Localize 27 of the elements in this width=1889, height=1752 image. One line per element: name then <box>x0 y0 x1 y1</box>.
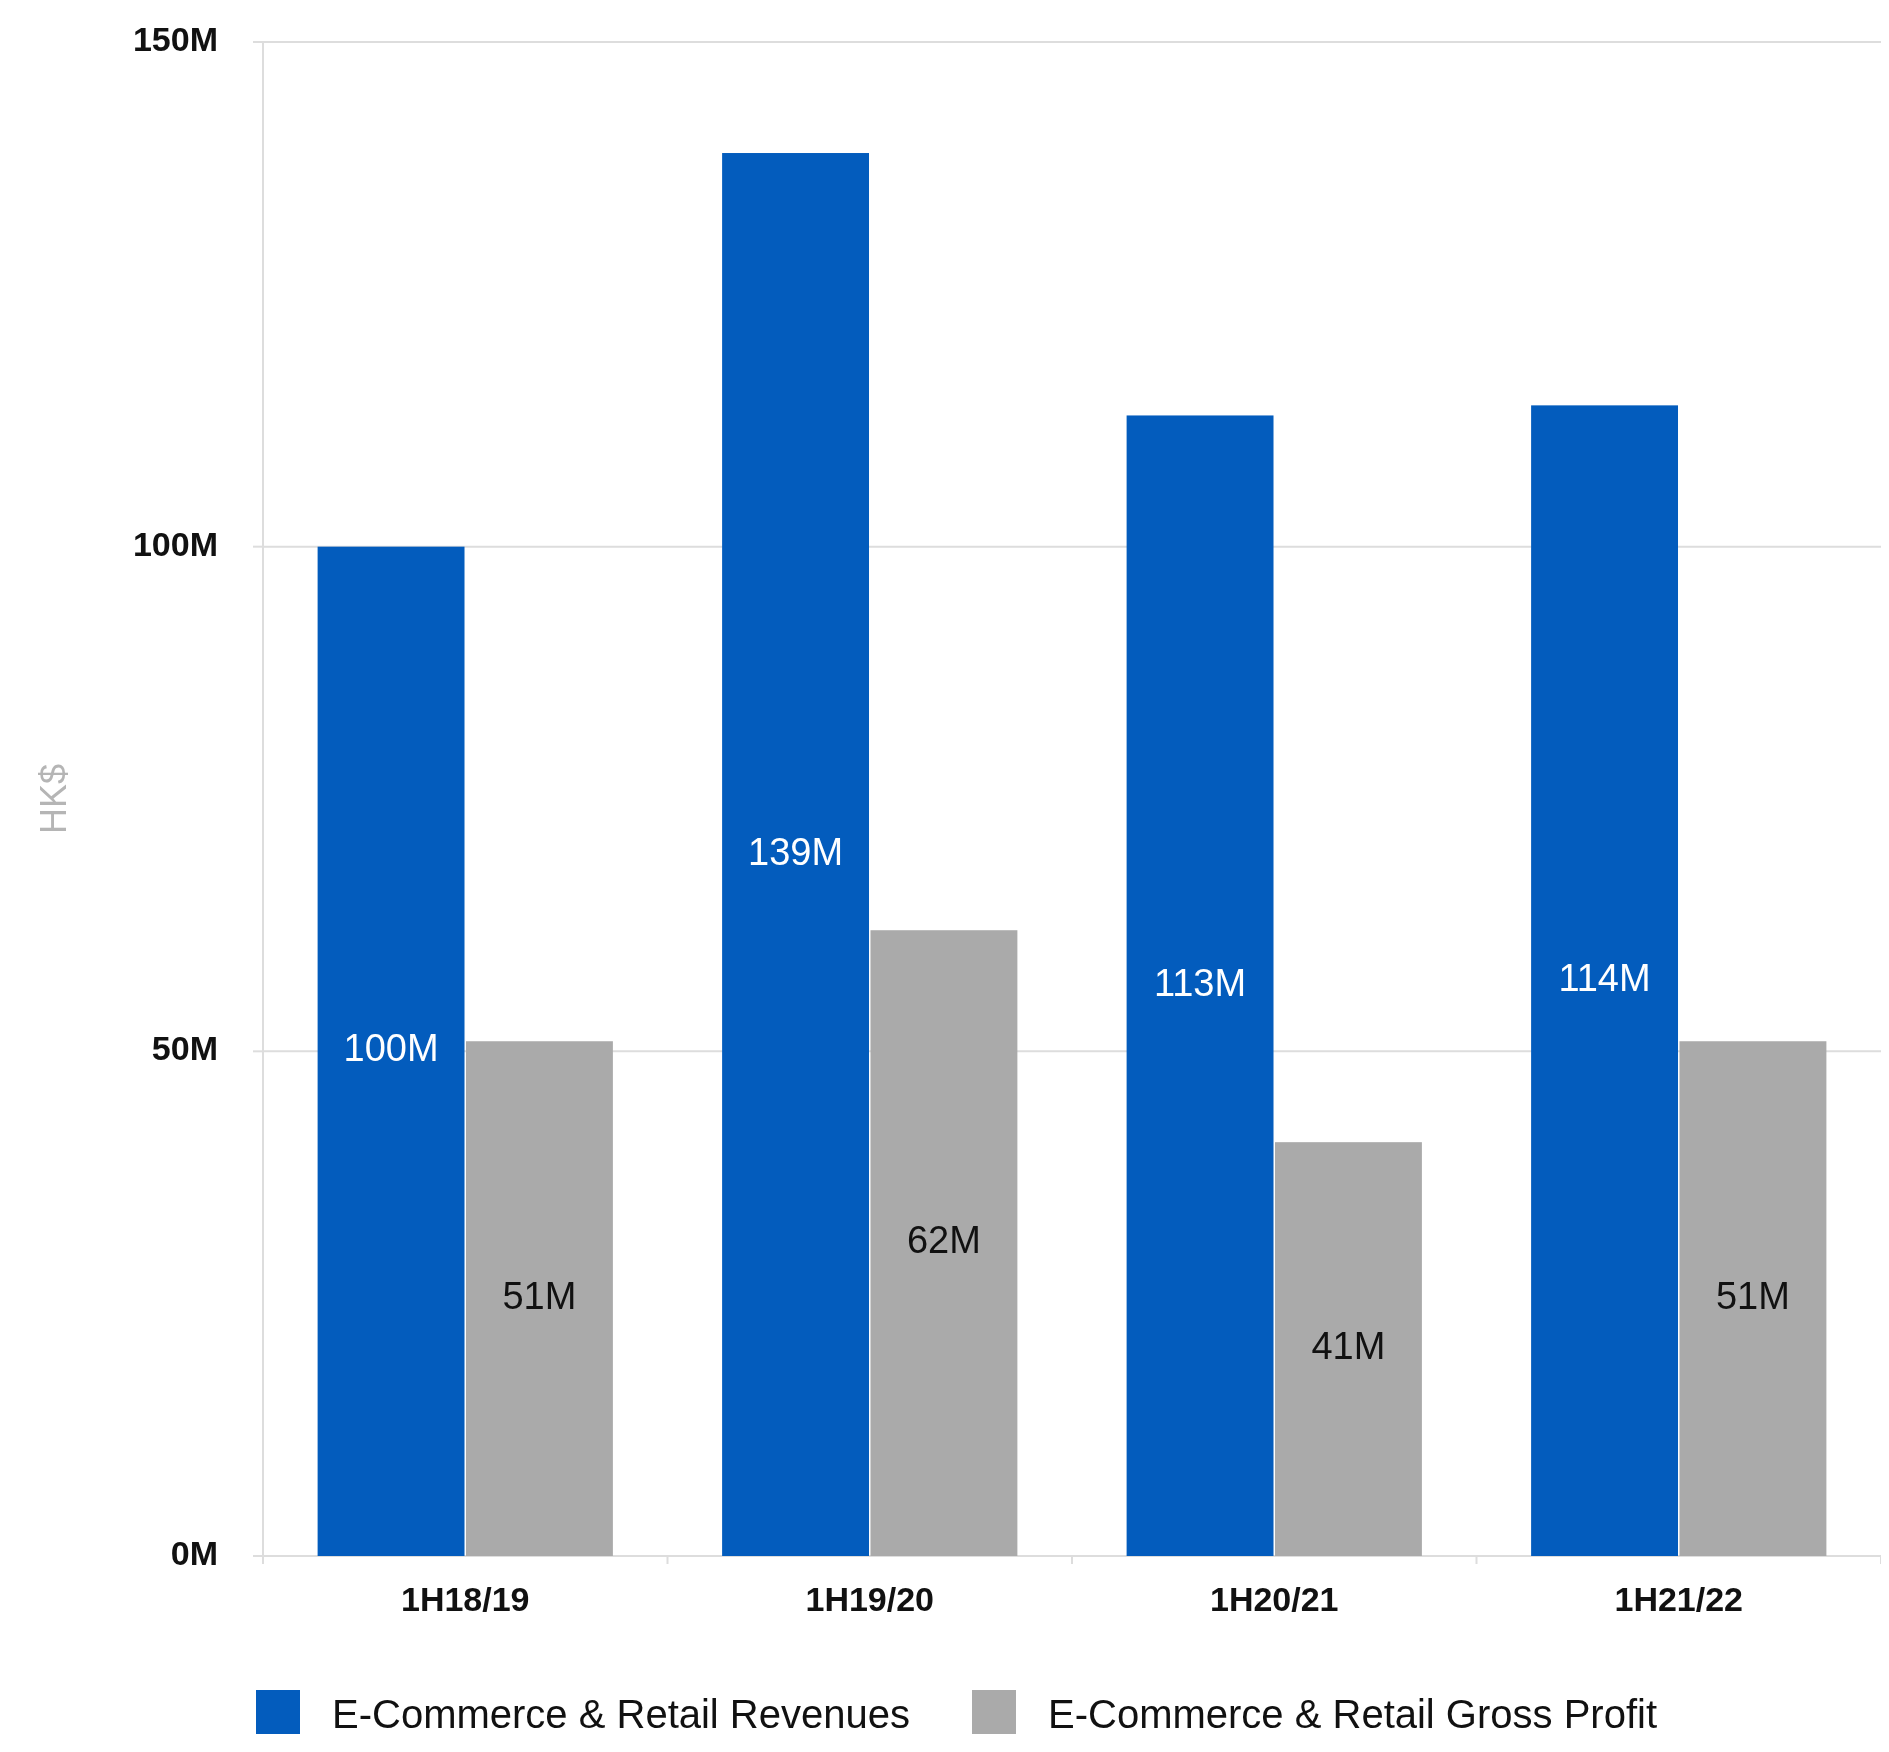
legend-label: E-Commerce & Retail Revenues <box>332 1692 910 1736</box>
x-tick-label: 1H21/22 <box>1614 1580 1744 1618</box>
bar <box>870 930 1018 1556</box>
bar <box>465 1041 613 1556</box>
y-axis-title: HK$ <box>32 763 74 835</box>
data-label: 62M <box>906 1219 981 1262</box>
x-tick-label: 1H20/21 <box>1209 1580 1339 1618</box>
y-tick-label: 100M <box>132 524 218 563</box>
data-label: 51M <box>1715 1274 1790 1317</box>
bar <box>722 153 870 1556</box>
data-label: 51M <box>502 1274 577 1317</box>
data-label: 139M <box>748 830 844 873</box>
data-label: 41M <box>1311 1325 1386 1368</box>
x-tick-label: 1H18/19 <box>400 1580 530 1618</box>
bar <box>1126 415 1274 1556</box>
bar <box>1531 405 1679 1556</box>
legend-label: E-Commerce & Retail Gross Profit <box>1048 1692 1658 1736</box>
data-label: 114M <box>1558 956 1651 999</box>
x-tick-label: 1H19/20 <box>805 1580 935 1618</box>
data-label: 100M <box>343 1027 439 1070</box>
y-tick-label: 50M <box>151 1029 218 1068</box>
bar <box>1679 1041 1827 1556</box>
data-label: 113M <box>1153 961 1247 1004</box>
bar <box>1274 1142 1422 1556</box>
y-tick-label: 0M <box>170 1533 218 1572</box>
y-tick-label: 150M <box>132 19 218 58</box>
bar <box>317 546 465 1556</box>
